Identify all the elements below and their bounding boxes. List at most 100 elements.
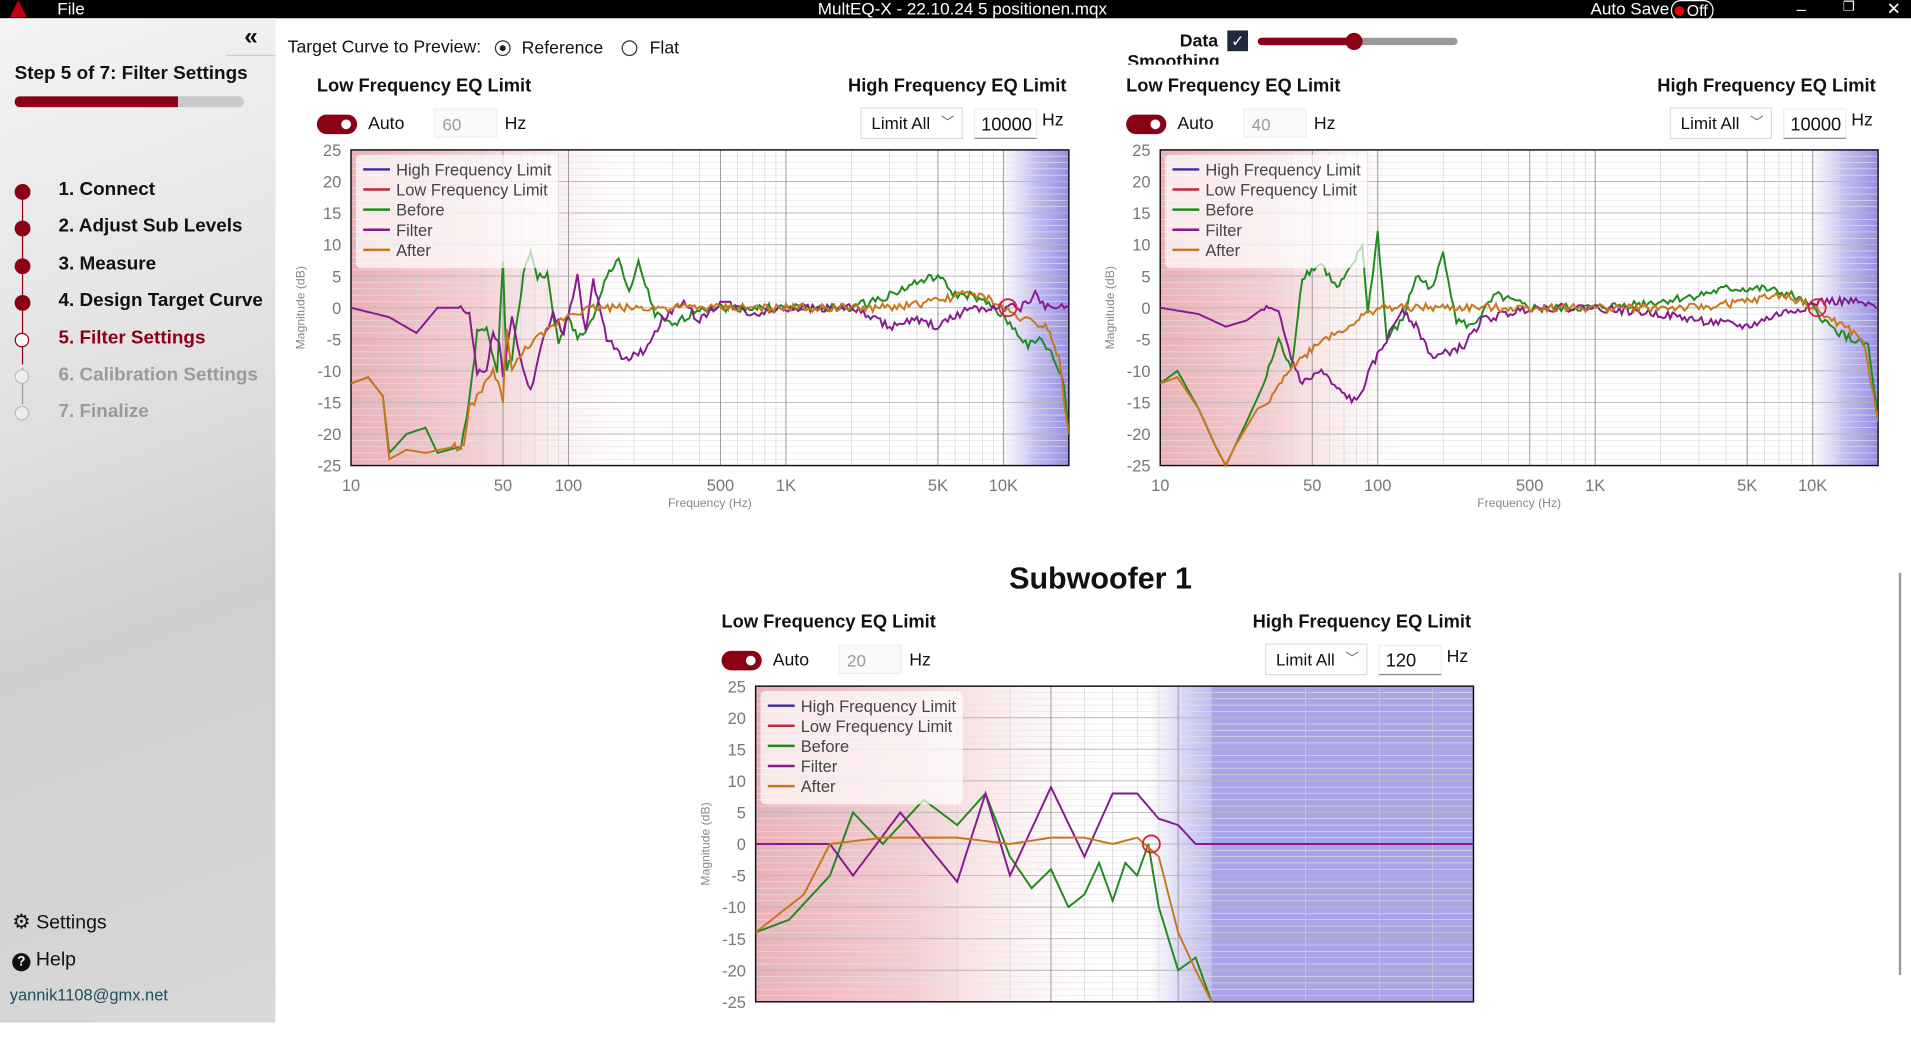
step-2[interactable]: 2. Adjust Sub Levels	[58, 216, 243, 237]
hf-limit-input[interactable]: 120	[1378, 644, 1442, 676]
lf-eq-limit-header: Low Frequency EQ Limit	[721, 611, 936, 633]
x-tick-label: 1K	[776, 477, 796, 495]
x-tick-label: 100	[555, 477, 582, 495]
minimize-button[interactable]: –	[1796, 0, 1806, 19]
y-tick-label: -15	[1127, 395, 1151, 413]
target-curve-label: Target Curve to Preview:	[287, 37, 482, 58]
menu-file[interactable]: File	[57, 0, 85, 19]
hf-limit-marker[interactable]	[1141, 834, 1161, 854]
lf-hz-label: Hz	[504, 114, 527, 135]
settings-label: Settings	[36, 912, 107, 934]
radio-reference-label[interactable]: Reference	[521, 39, 604, 59]
step-6[interactable]: 6. Calibration Settings	[58, 364, 258, 386]
radio-reference[interactable]	[494, 40, 511, 57]
frequency-response-chart: 25 20 15 10 5 0 -5 -10 -15 -20 -25 Magnitude (dB) Hi…	[698, 678, 1475, 1012]
y-tick-label: 10	[323, 237, 341, 255]
hf-hz-label: Hz	[1042, 110, 1064, 131]
hf-limit-input[interactable]: 10000	[1783, 108, 1847, 139]
step-4[interactable]: 4. Design Target Curve	[58, 290, 263, 312]
smoothing-checkbox[interactable]: ✓	[1227, 30, 1248, 52]
radio-flat[interactable]	[621, 40, 638, 57]
eq-panel-channel-left: Low Frequency EQ Limit High Frequency EQ…	[290, 73, 1076, 524]
y-tick-label: 5	[1141, 268, 1150, 286]
legend-item: High Frequency Limit	[1205, 162, 1361, 180]
lf-auto-toggle[interactable]	[316, 114, 358, 135]
step-marker	[14, 406, 30, 421]
legend-item: Filter	[1205, 222, 1242, 240]
y-tick-label: 20	[323, 174, 341, 192]
x-tick-label: 500	[707, 477, 734, 495]
maximize-button[interactable]: ❐	[1842, 0, 1855, 15]
hf-limit-select[interactable]: Limit All ﹀	[1669, 107, 1773, 139]
lf-limit-input[interactable]: 60	[433, 108, 498, 138]
step-3[interactable]: 3. Measure	[58, 253, 157, 274]
y-tick-label: 0	[1141, 300, 1150, 318]
hf-eq-limit-header: High Frequency EQ Limit	[848, 75, 1067, 97]
step-marker	[14, 369, 30, 384]
step-1[interactable]: 1. Connect	[58, 179, 156, 200]
subwoofer-title: Subwoofer 1	[1009, 561, 1192, 596]
x-tick-label: 5K	[928, 477, 948, 495]
sidebar: « Step 5 of 7: Filter Settings 1. Connec…	[0, 18, 276, 1023]
series-after	[755, 836, 1213, 1003]
window-title: MultEQ-X - 22.10.24 5 positionen.mqx	[817, 0, 1108, 19]
y-tick-label: -25	[317, 458, 341, 476]
y-tick-label: 15	[323, 205, 341, 223]
y-axis-label: Magnitude (dB)	[698, 802, 712, 885]
x-tick-label: 50	[1303, 477, 1321, 495]
series-after	[1160, 291, 1879, 468]
y-tick-label: -10	[317, 363, 341, 381]
chevron-down-icon: ﹀	[1750, 115, 1764, 131]
lf-limit-input[interactable]: 40	[1243, 108, 1307, 138]
y-tick-label: -20	[317, 426, 341, 444]
close-button[interactable]: ✕	[1886, 0, 1901, 19]
scrollbar[interactable]	[1898, 572, 1902, 975]
series-filter	[351, 273, 1069, 392]
collapse-sidebar-button[interactable]: «	[226, 23, 276, 57]
user-email[interactable]: yannik1108@gmx.net	[9, 985, 168, 1005]
x-tick-label: 1K	[1585, 477, 1605, 495]
help-icon: ?	[12, 953, 31, 972]
hf-limit-marker[interactable]	[998, 298, 1018, 318]
hf-limit-select[interactable]: Limit All ﹀	[1265, 643, 1368, 676]
step-marker	[14, 221, 31, 237]
hf-limit-input[interactable]: 10000	[973, 108, 1038, 139]
hf-limit-marker[interactable]	[1807, 298, 1827, 318]
y-axis-label: Magnitude (dB)	[294, 266, 308, 349]
auto-label: Auto	[772, 650, 810, 671]
y-tick-label: 0	[737, 836, 746, 854]
title-bar: File MultEQ-X - 22.10.24 5 positionen.mq…	[0, 0, 1911, 21]
step-5[interactable]: 5. Filter Settings	[58, 327, 206, 349]
y-tick-label: 5	[737, 805, 746, 823]
x-tick-label: 10K	[989, 477, 1018, 495]
legend-item: Low Frequency Limit	[1205, 182, 1357, 200]
x-tick-label: 10K	[1798, 477, 1827, 495]
smoothing-label-1: Data	[1179, 31, 1219, 52]
y-tick-label: -10	[722, 899, 746, 917]
lf-auto-toggle[interactable]	[1126, 114, 1167, 135]
lf-hz-label: Hz	[1313, 114, 1336, 135]
hf-limit-select-value: Limit All	[1680, 113, 1740, 133]
lf-limit-input[interactable]: 20	[838, 644, 902, 674]
app-logo-icon	[9, 0, 27, 18]
step-title: Step 5 of 7: Filter Settings	[14, 63, 248, 85]
smoothing-slider[interactable]	[1257, 32, 1458, 50]
y-tick-label: 5	[332, 268, 341, 286]
radio-flat-label[interactable]: Flat	[649, 39, 680, 59]
autosave-toggle[interactable]: Off	[1670, 0, 1714, 21]
y-tick-label: -10	[1127, 363, 1151, 381]
help-link[interactable]: ? Help	[12, 949, 76, 972]
lf-auto-toggle[interactable]	[721, 650, 762, 671]
hf-limit-select[interactable]: Limit All ﹀	[860, 107, 963, 139]
x-tick-label: 100	[1364, 477, 1391, 495]
step-marker	[14, 295, 31, 312]
y-tick-label: 15	[1132, 205, 1150, 223]
slider-thumb[interactable]	[1345, 32, 1363, 50]
settings-link[interactable]: ⚙ Settings	[12, 910, 106, 934]
x-axis-label: Frequency (Hz)	[1477, 496, 1561, 510]
legend-item: After	[801, 778, 836, 796]
eq-panel-channel-right: Low Frequency EQ Limit High Frequency EQ…	[1099, 73, 1885, 524]
step-7[interactable]: 7. Finalize	[58, 401, 149, 423]
legend-item: Low Frequency Limit	[396, 182, 548, 200]
